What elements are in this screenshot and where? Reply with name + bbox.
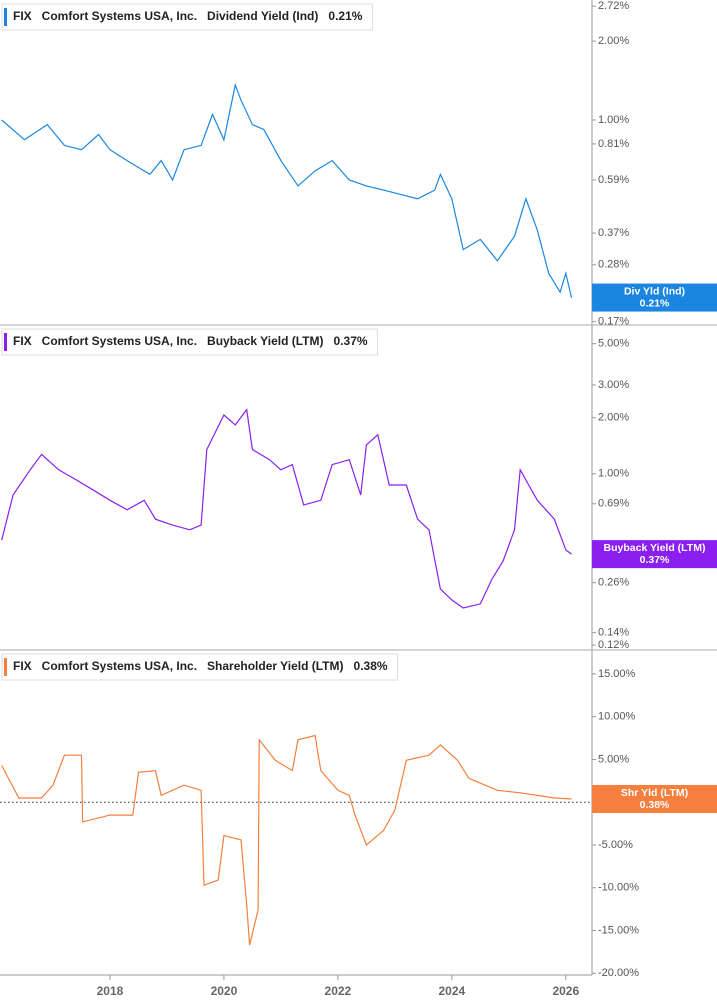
- header-ticker: FIX: [13, 9, 32, 23]
- header-box: [1, 3, 373, 31]
- series-line: [1, 82, 573, 298]
- header-color-bar: [4, 333, 7, 351]
- last-value-badge: [592, 540, 717, 569]
- series-header: FIX Comfort Systems USA, Inc. Buyback Yiel…: [1, 328, 379, 356]
- header-company: Comfort Systems USA, Inc.: [42, 9, 197, 23]
- x-tick-label: 2022: [325, 984, 352, 998]
- y-tick-label: 3.00%: [598, 379, 629, 391]
- last-value-badge: [592, 283, 717, 312]
- header-value: 0.38%: [354, 659, 388, 673]
- series-line: [1, 734, 572, 946]
- header-color-bar: [4, 8, 7, 26]
- series-line: [1, 408, 572, 609]
- y-tick-label: 0.26%: [598, 577, 629, 589]
- y-tick-label: -10.00%: [598, 882, 639, 894]
- badge-value: 0.38%: [640, 799, 670, 811]
- y-tick-label: 0.81%: [598, 138, 629, 150]
- y-tick-label: 0.37%: [598, 227, 629, 239]
- y-tick-label: 1.00%: [598, 114, 629, 126]
- x-tick-label: 2018: [97, 984, 124, 998]
- header-box: [1, 328, 379, 356]
- header-ticker: FIX: [13, 334, 32, 348]
- y-tick-label: 5.00%: [598, 753, 629, 765]
- x-tick-label: 2020: [211, 984, 238, 998]
- header-box: [1, 653, 399, 681]
- series-header: FIX Comfort Systems USA, Inc. Dividend Yie…: [1, 3, 373, 31]
- x-tick-label: 2026: [552, 984, 579, 998]
- y-tick-label: -15.00%: [598, 924, 639, 936]
- y-tick-label: 10.00%: [598, 711, 636, 723]
- y-tick-label: 0.12%: [598, 639, 629, 651]
- header-company: Comfort Systems USA, Inc.: [42, 334, 197, 348]
- badge-label: Shr Yld (LTM): [621, 787, 688, 799]
- y-tick-label: 5.00%: [598, 338, 629, 350]
- header-value: 0.21%: [328, 9, 362, 23]
- header-value: 0.37%: [334, 334, 368, 348]
- y-tick-label: -20.00%: [598, 967, 639, 979]
- y-tick-label: 2.00%: [598, 412, 629, 424]
- header-metric: Shareholder Yield (LTM): [207, 659, 343, 673]
- x-tick-label: 2024: [438, 984, 465, 998]
- y-tick-label: 0.28%: [598, 259, 629, 271]
- header-company: Comfort Systems USA, Inc.: [42, 659, 197, 673]
- y-tick-label: 1.00%: [598, 468, 629, 480]
- y-tick-label: 2.72%: [598, 0, 629, 12]
- header-ticker: FIX: [13, 659, 32, 673]
- y-tick-label: 0.59%: [598, 174, 629, 186]
- y-tick-label: -5.00%: [598, 839, 633, 851]
- y-tick-label: 0.69%: [598, 498, 629, 510]
- badge-value: 0.37%: [640, 554, 670, 566]
- badge-label: Div Yld (Ind): [624, 285, 685, 297]
- last-value-badge: [592, 784, 717, 813]
- header-color-bar: [4, 658, 7, 676]
- badge-label: Buyback Yield (LTM): [604, 542, 706, 554]
- badge-value: 0.21%: [640, 297, 670, 309]
- y-tick-label: 15.00%: [598, 668, 636, 680]
- y-tick-label: 2.00%: [598, 35, 629, 47]
- series-header: FIX Comfort Systems USA, Inc. Shareholder …: [1, 653, 399, 681]
- header-metric: Dividend Yield (Ind): [207, 9, 318, 23]
- y-tick-label: 0.17%: [598, 316, 629, 328]
- y-tick-label: 0.14%: [598, 627, 629, 639]
- header-metric: Buyback Yield (LTM): [207, 334, 323, 348]
